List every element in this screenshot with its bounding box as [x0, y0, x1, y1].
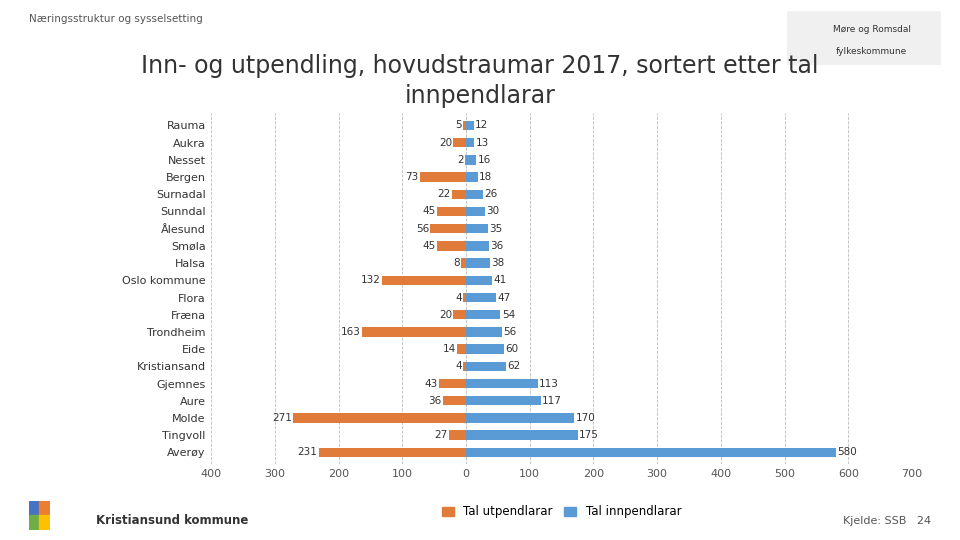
Text: 30: 30 — [487, 206, 499, 217]
Text: 18: 18 — [479, 172, 492, 182]
Bar — [453, 138, 466, 147]
Bar — [466, 155, 476, 165]
Bar — [439, 379, 466, 388]
Bar — [466, 362, 506, 371]
Text: 27: 27 — [434, 430, 447, 440]
Bar — [444, 396, 466, 406]
Bar — [466, 241, 489, 251]
Bar — [39, 515, 50, 530]
Text: Inn- og utpendling, hovudstraumar 2017, sortert etter tal
innpendlarar: Inn- og utpendling, hovudstraumar 2017, … — [141, 54, 819, 107]
Bar — [461, 258, 466, 268]
Bar — [420, 172, 466, 182]
Text: 8: 8 — [453, 258, 460, 268]
Text: 41: 41 — [493, 275, 507, 285]
Bar — [466, 327, 502, 336]
Bar — [438, 241, 466, 251]
Bar — [466, 172, 477, 182]
Text: 38: 38 — [492, 258, 505, 268]
Text: Næringsstruktur og sysselsetting: Næringsstruktur og sysselsetting — [29, 14, 203, 24]
Text: 35: 35 — [490, 224, 503, 234]
Bar — [466, 190, 483, 199]
Text: 62: 62 — [507, 361, 520, 372]
Text: 4: 4 — [456, 361, 462, 372]
Bar — [466, 430, 578, 440]
Text: 26: 26 — [484, 189, 497, 199]
Text: Kjelde: SSB   24: Kjelde: SSB 24 — [843, 516, 931, 526]
Text: 16: 16 — [477, 155, 491, 165]
Bar — [466, 310, 500, 320]
Text: 22: 22 — [438, 189, 451, 199]
Bar — [466, 448, 835, 457]
Bar — [449, 430, 466, 440]
Bar — [362, 327, 466, 336]
Bar — [466, 293, 496, 302]
Bar — [438, 207, 466, 216]
Bar — [29, 515, 39, 530]
Bar — [466, 207, 485, 216]
Text: 36: 36 — [428, 396, 442, 406]
Text: 54: 54 — [502, 310, 515, 320]
Bar — [430, 224, 466, 233]
Bar — [466, 379, 538, 388]
Text: 271: 271 — [273, 413, 292, 423]
Text: 56: 56 — [416, 224, 429, 234]
Text: 163: 163 — [341, 327, 361, 337]
Bar — [466, 413, 574, 423]
Bar — [464, 362, 466, 371]
Text: 45: 45 — [422, 206, 436, 217]
Bar — [452, 190, 466, 199]
Text: 20: 20 — [439, 138, 452, 147]
Bar — [29, 501, 39, 515]
Text: 20: 20 — [439, 310, 452, 320]
Legend: Tal utpendlarar, Tal innpendlarar: Tal utpendlarar, Tal innpendlarar — [442, 505, 682, 518]
Text: 13: 13 — [475, 138, 489, 147]
Text: 60: 60 — [506, 344, 518, 354]
Text: 113: 113 — [540, 379, 559, 389]
Bar — [465, 155, 466, 165]
Text: 132: 132 — [361, 275, 381, 285]
Text: 45: 45 — [422, 241, 436, 251]
Text: 231: 231 — [298, 447, 318, 457]
Text: 14: 14 — [443, 344, 456, 354]
Bar — [466, 396, 540, 406]
Bar — [464, 293, 466, 302]
Bar — [466, 345, 504, 354]
Bar — [457, 345, 466, 354]
Text: 73: 73 — [405, 172, 419, 182]
Text: 56: 56 — [503, 327, 516, 337]
Text: Kristiansund kommune: Kristiansund kommune — [96, 514, 249, 526]
Text: 47: 47 — [497, 293, 511, 302]
Bar — [319, 448, 466, 457]
Text: 36: 36 — [491, 241, 503, 251]
Bar — [466, 224, 489, 233]
Text: 5: 5 — [455, 120, 462, 131]
Bar — [466, 121, 473, 130]
Text: 117: 117 — [541, 396, 562, 406]
Text: 580: 580 — [837, 447, 856, 457]
Bar — [463, 121, 466, 130]
Text: 175: 175 — [579, 430, 599, 440]
Bar — [466, 138, 474, 147]
Bar — [453, 310, 466, 320]
Text: 4: 4 — [456, 293, 462, 302]
Text: 12: 12 — [475, 120, 489, 131]
Text: 2: 2 — [457, 155, 464, 165]
Text: fylkeskommune: fylkeskommune — [836, 47, 907, 56]
Bar — [382, 275, 466, 285]
Bar — [39, 501, 50, 515]
Text: 170: 170 — [576, 413, 595, 423]
Text: 43: 43 — [424, 379, 438, 389]
Bar — [466, 275, 492, 285]
Bar — [294, 413, 466, 423]
Bar — [466, 258, 491, 268]
Text: Møre og Romsdal: Møre og Romsdal — [832, 25, 911, 34]
